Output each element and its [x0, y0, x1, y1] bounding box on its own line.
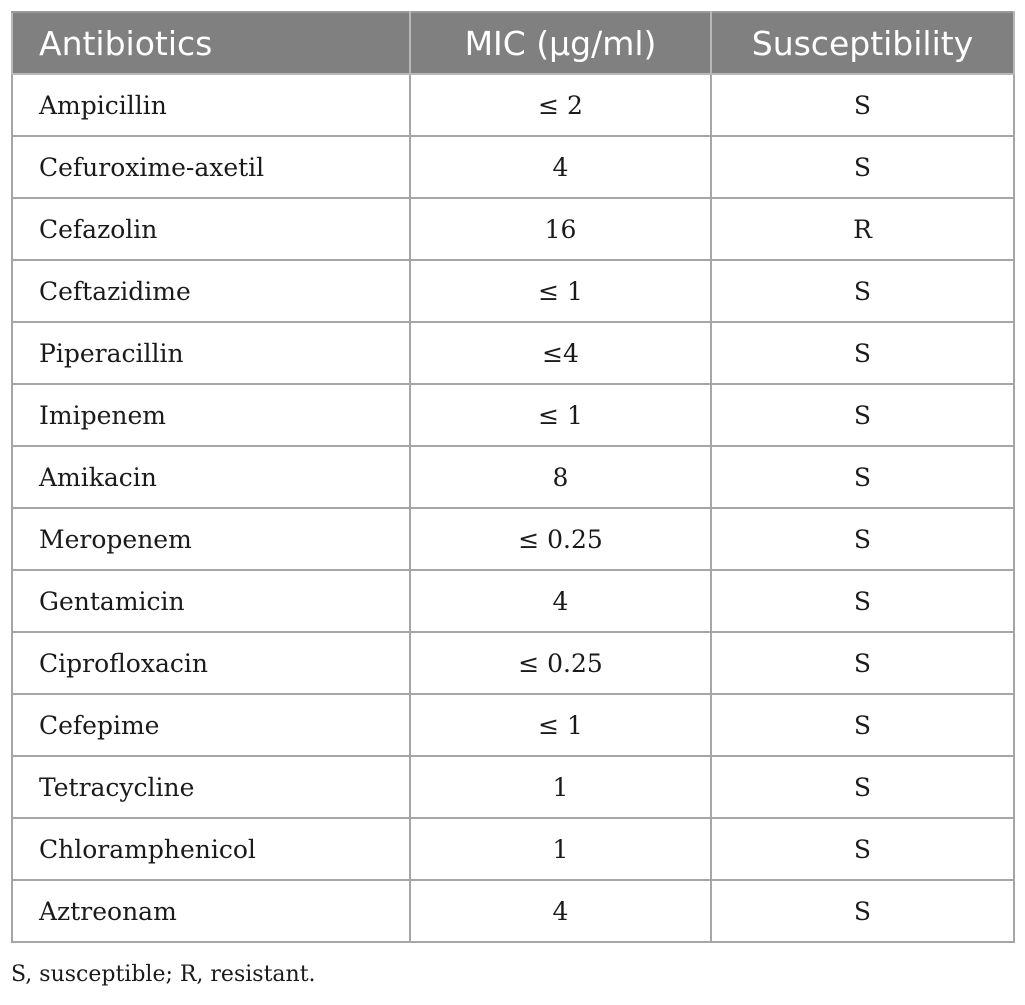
cell-antibiotic: Tetracycline — [11, 755, 411, 819]
cell-mic: ≤ 1 — [409, 693, 712, 757]
table-body: Ampicillin ≤ 2 S Cefuroxime-axetil 4 S C… — [11, 73, 1015, 943]
header-row: Antibiotics MIC (μg/ml) Susceptibility — [11, 11, 1015, 75]
table-row: Chloramphenicol 1 S — [11, 817, 1015, 881]
table-row: Aztreonam 4 S — [11, 879, 1015, 943]
table-container: Antibiotics MIC (μg/ml) Susceptibility A… — [11, 11, 1015, 943]
cell-mic: 16 — [409, 197, 712, 261]
cell-mic: ≤ 2 — [409, 73, 712, 137]
cell-mic: 1 — [409, 817, 712, 881]
table-row: Ampicillin ≤ 2 S — [11, 73, 1015, 137]
cell-mic: 8 — [409, 445, 712, 509]
cell-susceptibility: S — [710, 507, 1015, 571]
cell-susceptibility: S — [710, 259, 1015, 323]
cell-susceptibility: R — [710, 197, 1015, 261]
table-row: Ceftazidime ≤ 1 S — [11, 259, 1015, 323]
cell-susceptibility: S — [710, 693, 1015, 757]
cell-antibiotic: Piperacillin — [11, 321, 411, 385]
cell-susceptibility: S — [710, 445, 1015, 509]
cell-susceptibility: S — [710, 383, 1015, 447]
header-susceptibility: Susceptibility — [710, 11, 1015, 75]
table-row: Ciprofloxacin ≤ 0.25 S — [11, 631, 1015, 695]
cell-susceptibility: S — [710, 321, 1015, 385]
cell-susceptibility: S — [710, 879, 1015, 943]
table-header: Antibiotics MIC (μg/ml) Susceptibility — [11, 11, 1015, 75]
cell-susceptibility: S — [710, 755, 1015, 819]
table-footnote: S, susceptible; R, resistant. — [11, 962, 316, 987]
cell-mic: 4 — [409, 569, 712, 633]
table-row: Piperacillin ≤4 S — [11, 321, 1015, 385]
cell-antibiotic: Cefuroxime-axetil — [11, 135, 411, 199]
table-row: Imipenem ≤ 1 S — [11, 383, 1015, 447]
cell-antibiotic: Meropenem — [11, 507, 411, 571]
cell-mic: ≤ 1 — [409, 259, 712, 323]
cell-mic: 4 — [409, 879, 712, 943]
cell-antibiotic: Imipenem — [11, 383, 411, 447]
cell-mic: 4 — [409, 135, 712, 199]
table-row: Gentamicin 4 S — [11, 569, 1015, 633]
cell-mic: ≤ 0.25 — [409, 507, 712, 571]
cell-antibiotic: Aztreonam — [11, 879, 411, 943]
cell-antibiotic: Amikacin — [11, 445, 411, 509]
cell-antibiotic: Gentamicin — [11, 569, 411, 633]
cell-antibiotic: Cefazolin — [11, 197, 411, 261]
header-antibiotics: Antibiotics — [11, 11, 411, 75]
susceptibility-table: Antibiotics MIC (μg/ml) Susceptibility A… — [11, 11, 1015, 943]
header-mic: MIC (μg/ml) — [409, 11, 712, 75]
cell-susceptibility: S — [710, 817, 1015, 881]
cell-susceptibility: S — [710, 135, 1015, 199]
table-row: Cefuroxime-axetil 4 S — [11, 135, 1015, 199]
cell-antibiotic: Ciprofloxacin — [11, 631, 411, 695]
table-row: Tetracycline 1 S — [11, 755, 1015, 819]
table-row: Meropenem ≤ 0.25 S — [11, 507, 1015, 571]
cell-mic: ≤ 1 — [409, 383, 712, 447]
cell-antibiotic: Ampicillin — [11, 73, 411, 137]
cell-susceptibility: S — [710, 73, 1015, 137]
cell-susceptibility: S — [710, 569, 1015, 633]
table-row: Amikacin 8 S — [11, 445, 1015, 509]
cell-antibiotic: Chloramphenicol — [11, 817, 411, 881]
cell-mic: 1 — [409, 755, 712, 819]
cell-mic: ≤4 — [409, 321, 712, 385]
cell-mic: ≤ 0.25 — [409, 631, 712, 695]
cell-antibiotic: Ceftazidime — [11, 259, 411, 323]
cell-antibiotic: Cefepime — [11, 693, 411, 757]
table-row: Cefazolin 16 R — [11, 197, 1015, 261]
table-row: Cefepime ≤ 1 S — [11, 693, 1015, 757]
cell-susceptibility: S — [710, 631, 1015, 695]
